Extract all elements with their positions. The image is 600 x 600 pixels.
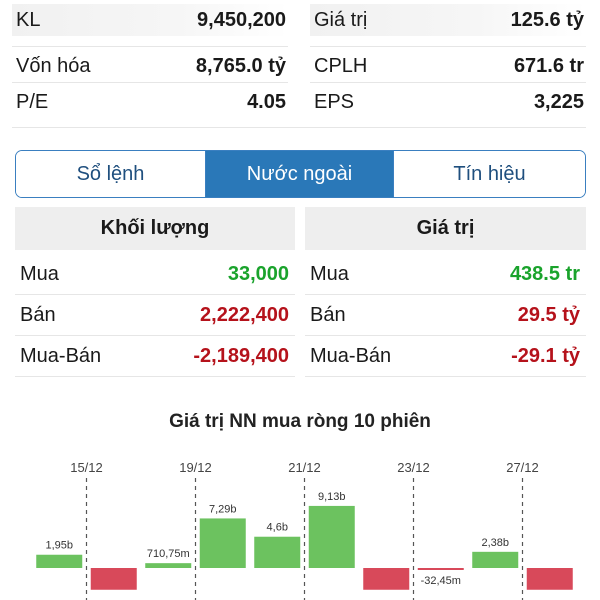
stats-right-column: Giá trị 125.6 tỷ CPLH 671.6 tr EPS 3,225 — [310, 0, 586, 128]
bar-data-label: 7,29b — [209, 503, 237, 515]
chart-bar — [363, 568, 410, 590]
chart-bar — [199, 518, 246, 568]
date-label: 27/12 — [506, 460, 539, 475]
volume-table: Mua 33,000 Bán 2,222,400 Mua-Bán -2,189,… — [15, 254, 295, 377]
row-value: 438.5 tr — [509, 262, 580, 285]
row-value: 33,000 — [227, 262, 289, 285]
stat-value: 671.6 tr — [513, 55, 584, 77]
volume-row-buy: Mua 33,000 — [15, 254, 295, 295]
bar-data-label: 9,13b — [318, 491, 346, 503]
stat-trade-value: Giá trị 125.6 tỷ — [310, 4, 586, 36]
stat-market-cap: Vốn hóa 8,765.0 tỷ — [12, 46, 288, 86]
stat-label: Giá trị — [314, 8, 368, 31]
volume-row-sell: Bán 2,222,400 — [15, 295, 295, 336]
divider — [12, 127, 586, 128]
date-label: 21/12 — [288, 460, 321, 475]
stat-value: 8,765.0 tỷ — [195, 55, 286, 77]
stat-label: EPS — [314, 91, 355, 113]
bar-data-label: -32,45m — [421, 575, 461, 587]
row-label: Bán — [20, 303, 56, 326]
stat-outstanding-shares: CPLH 671.6 tr — [310, 46, 586, 86]
stat-value: 3,225 — [533, 91, 584, 113]
date-label: 23/12 — [397, 460, 430, 475]
tab-order-book[interactable]: Sổ lệnh — [16, 151, 206, 197]
stats-left-column: KL 9,450,200 Vốn hóa 8,765.0 tỷ P/E 4.05 — [12, 0, 288, 128]
row-label: Bán — [310, 303, 346, 326]
chart-title: Giá trị NN mua ròng 10 phiên — [169, 411, 431, 432]
value-row-net: Mua-Bán -29.1 tỷ — [305, 336, 586, 377]
row-value: -2,189,400 — [193, 344, 289, 367]
volume-header: Khối lượng — [15, 207, 295, 250]
bar-data-label: 2,38b — [481, 537, 509, 549]
chart-bar — [417, 568, 464, 570]
stat-value: 125.6 tỷ — [510, 8, 584, 31]
row-value: 29.5 tỷ — [517, 303, 580, 326]
stat-value: 4.05 — [247, 91, 286, 113]
value-row-sell: Bán 29.5 tỷ — [305, 295, 586, 336]
row-label: Mua — [20, 262, 59, 285]
date-label: 15/12 — [70, 460, 103, 475]
tab-signals[interactable]: Tín hiệu — [394, 151, 585, 197]
chart-bar — [90, 568, 137, 590]
bar-data-label: 710,75m — [147, 548, 190, 560]
value-header: Giá trị — [305, 207, 586, 250]
row-value: 2,222,400 — [200, 303, 289, 326]
stat-pe: P/E 4.05 — [12, 82, 288, 122]
bar-data-label: 4,6b — [267, 522, 288, 534]
stock-stats: KL 9,450,200 Vốn hóa 8,765.0 tỷ P/E 4.05… — [0, 0, 600, 128]
stat-label: P/E — [16, 91, 49, 113]
net-buy-chart: 15/12 19/12 21/12 23/12 27/12 1,95b 710,75m 7,2… — [36, 460, 573, 600]
stat-label: KL — [16, 8, 41, 31]
chart-bar — [526, 568, 573, 590]
bar-data-label: 1,95b — [45, 540, 73, 552]
row-label: Mua — [310, 262, 349, 285]
stat-label: CPLH — [314, 55, 368, 77]
tab-foreign[interactable]: Nước ngoài — [206, 151, 394, 197]
stat-eps: EPS 3,225 — [310, 82, 586, 122]
segmented-tabs: Sổ lệnh Nước ngoài Tín hiệu — [15, 150, 586, 198]
chart-bar — [308, 505, 355, 568]
value-table: Mua 438.5 tr Bán 29.5 tỷ Mua-Bán -29.1 t… — [305, 254, 586, 377]
volume-row-net: Mua-Bán -2,189,400 — [15, 336, 295, 377]
stat-value: 9,450,200 — [197, 8, 286, 31]
date-label: 19/12 — [179, 460, 212, 475]
chart-bar — [36, 554, 83, 568]
chart-bar — [254, 536, 301, 568]
row-label: Mua-Bán — [20, 344, 102, 367]
stat-label: Vốn hóa — [16, 55, 91, 77]
chart-bar — [472, 551, 519, 568]
value-row-buy: Mua 438.5 tr — [305, 254, 586, 295]
chart-bar — [145, 563, 192, 568]
row-label: Mua-Bán — [310, 344, 392, 367]
stat-volume: KL 9,450,200 — [12, 4, 288, 36]
row-value: -29.1 tỷ — [511, 344, 580, 367]
